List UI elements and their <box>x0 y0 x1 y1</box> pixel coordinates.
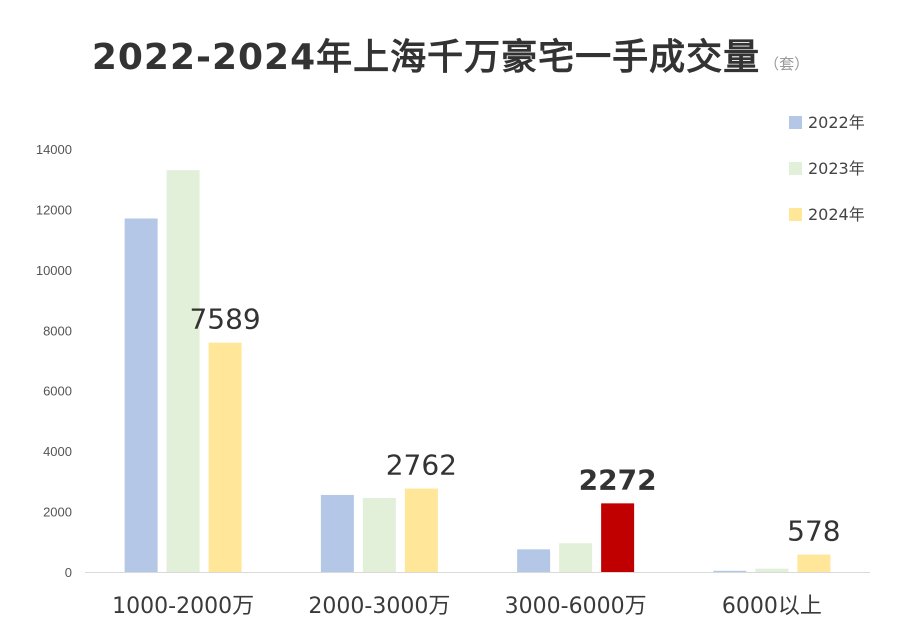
data-label: 7589 <box>189 303 260 336</box>
legend-label: 2023年 <box>808 159 865 178</box>
chart-unit: （套） <box>764 55 810 73</box>
bar-1-0 <box>166 170 200 572</box>
x-category-label: 6000以上 <box>722 594 822 619</box>
x-category-label: 2000-3000万 <box>308 594 450 619</box>
data-label: 2762 <box>386 449 457 482</box>
bar-2-0 <box>208 342 242 572</box>
legend-swatch <box>789 208 802 221</box>
x-category-label: 3000-6000万 <box>505 594 647 619</box>
bar-2-1 <box>404 488 438 572</box>
y-tick-label: 8000 <box>43 323 72 338</box>
bar-0-3 <box>713 570 747 572</box>
bar-2-3 <box>797 554 831 572</box>
y-tick-label: 4000 <box>43 444 72 459</box>
y-tick-label: 12000 <box>36 202 72 217</box>
data-label: 578 <box>787 515 840 548</box>
legend-swatch <box>789 116 802 129</box>
bar-0-0 <box>124 218 158 572</box>
bar-1-1 <box>362 497 396 572</box>
y-tick-label: 14000 <box>36 142 72 157</box>
bar-0-1 <box>320 494 354 572</box>
bar-0-2 <box>517 549 551 572</box>
chart-title: 2022-2024年上海千万豪宅一手成交量 <box>91 37 761 78</box>
bar-2-2 <box>601 503 635 572</box>
chart-title-block: 2022-2024年上海千万豪宅一手成交量 （套） <box>0 28 901 80</box>
x-category-label: 1000-2000万 <box>112 594 254 619</box>
bar-1-2 <box>559 543 593 572</box>
data-label: 2272 <box>579 463 657 496</box>
y-tick-label: 6000 <box>43 384 72 399</box>
bar-1-3 <box>755 568 789 572</box>
legend-label: 2024年 <box>808 205 865 224</box>
y-tick-label: 0 <box>65 565 72 580</box>
y-tick-label: 2000 <box>43 505 72 520</box>
y-tick-label: 10000 <box>36 263 72 278</box>
legend-label: 2022年 <box>808 113 865 132</box>
legend-swatch <box>789 162 802 175</box>
